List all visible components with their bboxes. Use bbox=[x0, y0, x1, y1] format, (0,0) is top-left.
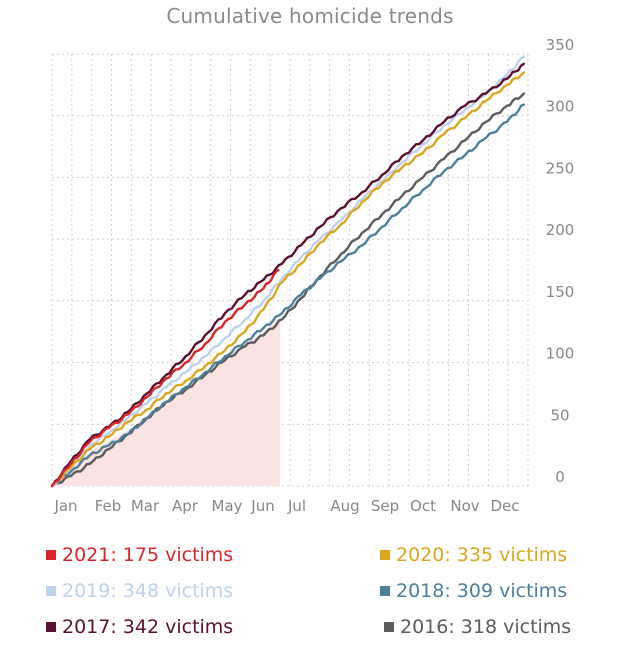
homicide-line-chart: Jan Feb Mar Apr May Jun Jul Aug Sep Oct Nov Dec 0 50… bbox=[50, 36, 575, 515]
legend-label: 2019: 348 victims bbox=[62, 580, 234, 602]
x-tick-label: Dec bbox=[490, 497, 519, 515]
x-tick-label: Jul bbox=[287, 497, 306, 515]
y-tick-label: 100 bbox=[546, 345, 575, 363]
series-line-2017 bbox=[50, 62, 525, 488]
legend-label: 2017: 342 victims bbox=[62, 616, 234, 638]
legend-swatch bbox=[384, 622, 394, 632]
x-tick-label: Apr bbox=[172, 497, 199, 515]
y-tick-label: 300 bbox=[546, 98, 575, 116]
y-tick-label: 150 bbox=[546, 283, 575, 301]
series-line-2019 bbox=[50, 55, 525, 488]
x-tick-label: Mar bbox=[131, 497, 160, 515]
legend-label: 2021: 175 victims bbox=[62, 544, 234, 566]
y-tick-label: 50 bbox=[550, 406, 569, 424]
x-tick-label: Sep bbox=[371, 497, 399, 515]
legend-item-2021: 2021: 175 victims bbox=[46, 544, 233, 566]
x-tick-label: Oct bbox=[410, 497, 436, 515]
y-tick-label: 250 bbox=[546, 159, 575, 177]
legend-swatch bbox=[46, 586, 56, 596]
series-line-2021 bbox=[50, 268, 280, 488]
y-tick-label: 200 bbox=[546, 221, 575, 239]
chart-title: Cumulative homicide trends bbox=[166, 4, 454, 28]
legend-item-2019: 2019: 348 victims bbox=[46, 580, 233, 602]
legend-item-2020: 2020: 335 victims bbox=[380, 544, 567, 566]
x-tick-label: Jan bbox=[53, 497, 77, 515]
y-tick-label: 350 bbox=[546, 36, 575, 54]
legend-swatch bbox=[46, 622, 56, 632]
x-tick-label: May bbox=[211, 497, 242, 515]
x-tick-label: Feb bbox=[95, 497, 122, 515]
legend-swatch bbox=[380, 550, 390, 560]
legend-swatch bbox=[46, 550, 56, 560]
x-tick-label: Jun bbox=[250, 497, 274, 515]
series-lines bbox=[50, 55, 525, 488]
legend-item-2016: 2016: 318 victims bbox=[384, 616, 571, 638]
x-tick-label: Aug bbox=[330, 497, 359, 515]
legend-swatch bbox=[380, 586, 390, 596]
x-tick-label: Nov bbox=[450, 497, 479, 515]
y-tick-labels: 0 50 100 150 200 250 300 350 bbox=[546, 36, 575, 486]
legend-item-2018: 2018: 309 victims bbox=[380, 580, 567, 602]
legend-item-2017: 2017: 342 victims bbox=[46, 616, 233, 638]
legend-label: 2020: 335 victims bbox=[396, 544, 568, 566]
series-line-2020 bbox=[50, 71, 525, 488]
legend: 2021: 175 victims 2020: 335 victims 2019: … bbox=[0, 538, 620, 648]
series-line-2018 bbox=[50, 103, 525, 488]
legend-label: 2016: 318 victims bbox=[400, 616, 572, 638]
x-tick-labels: Jan Feb Mar Apr May Jun Jul Aug Sep Oct Nov Dec bbox=[53, 497, 519, 515]
legend-label: 2018: 309 victims bbox=[396, 580, 568, 602]
y-tick-label: 0 bbox=[555, 468, 565, 486]
